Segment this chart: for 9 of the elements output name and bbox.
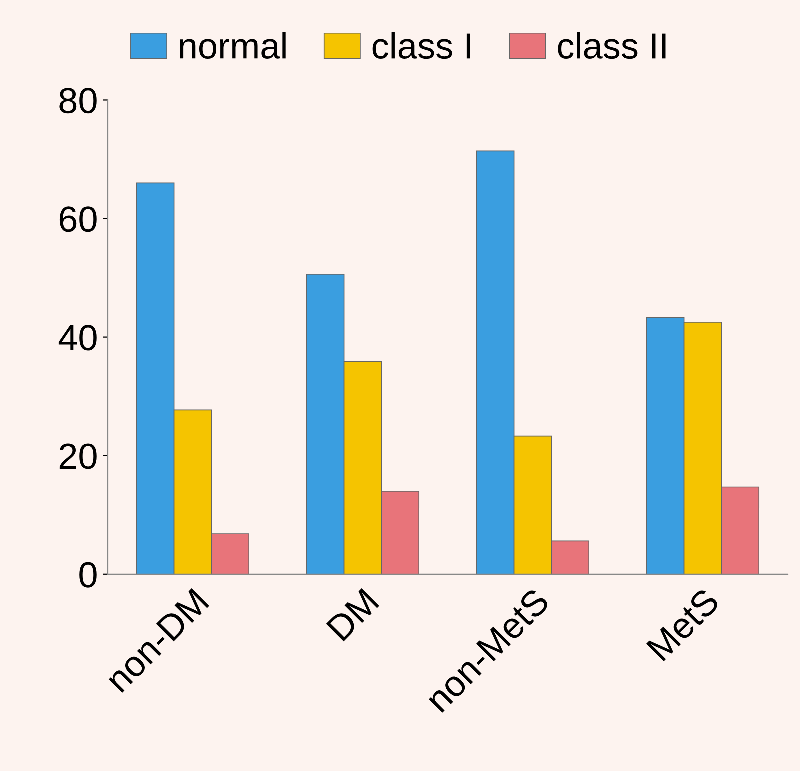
y-tick-label: 60 xyxy=(60,206,97,232)
y-tick-label: 80 xyxy=(60,88,97,114)
legend-label: class II xyxy=(558,32,666,60)
x-tick-label: DM xyxy=(326,588,380,642)
y-tick-label: 40 xyxy=(58,325,97,351)
legend-label: normal xyxy=(180,32,286,60)
y-tick-label: 0 xyxy=(80,562,97,588)
y-tick-label: 20 xyxy=(60,444,97,470)
legend-label: class I xyxy=(372,32,470,60)
